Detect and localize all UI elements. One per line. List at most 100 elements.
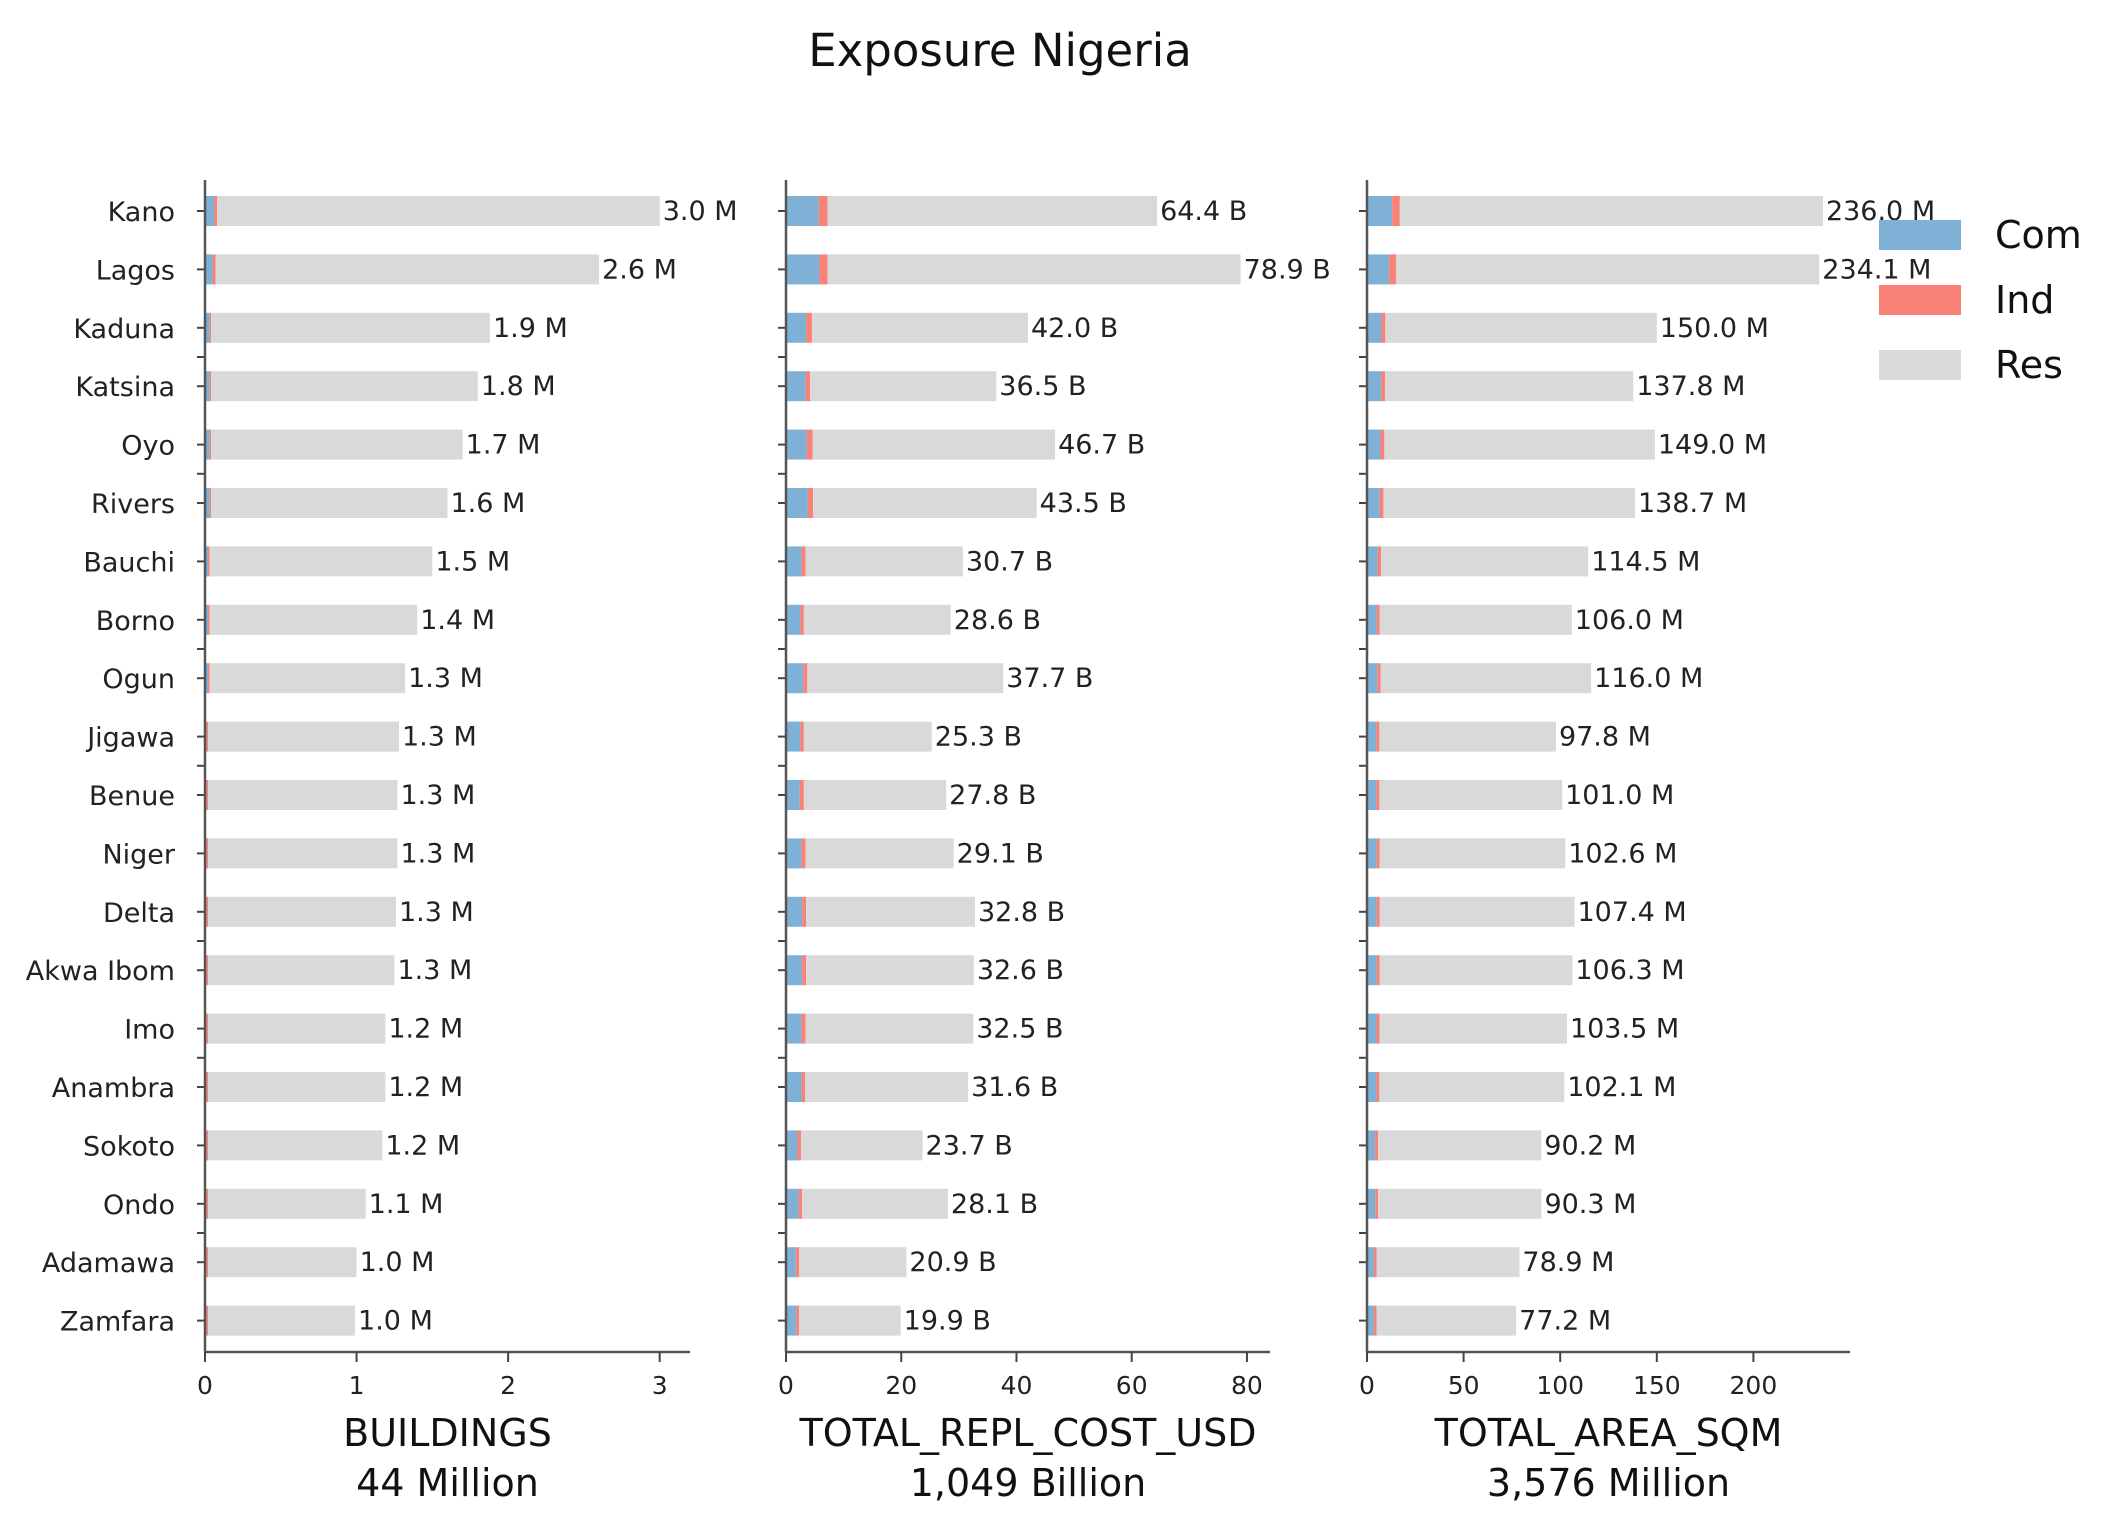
bar-res-benue xyxy=(803,780,947,810)
bar-res-kaduna xyxy=(1385,312,1657,343)
x-axis-label: TOTAL_REPL_COST_USD xyxy=(798,1411,1256,1455)
data-label: 1.4 M xyxy=(420,605,495,636)
bar-ind-ogun xyxy=(803,663,808,694)
data-label: 1.2 M xyxy=(385,1130,460,1161)
category-label: Kano xyxy=(108,197,175,228)
bar-com-imo xyxy=(786,1013,802,1044)
bar-com-zamfara xyxy=(786,1305,797,1336)
data-label: 1.6 M xyxy=(451,488,526,519)
legend-label-res: Res xyxy=(1995,343,2063,387)
data-label: 19.9 B xyxy=(904,1306,991,1337)
category-label: Adamawa xyxy=(42,1248,175,1279)
bar-com-kano xyxy=(1367,196,1393,226)
bar-res-borno xyxy=(803,604,951,635)
data-label: 149.0 M xyxy=(1658,430,1767,461)
chart-panels: 3.0 M Kano 2.6 M Lagos 1.9 M Kaduna 1.8 M Katsi… xyxy=(26,180,1935,1505)
data-label: 3.0 M xyxy=(663,196,738,227)
bar-com-adamawa xyxy=(786,1247,796,1278)
bar-res-katsina xyxy=(810,371,997,402)
bar-com-rivers xyxy=(786,488,808,518)
category-label: Imo xyxy=(124,1015,175,1046)
bar-com-katsina xyxy=(786,371,806,402)
bar-com-bauchi xyxy=(786,546,802,577)
bar-res-benue xyxy=(208,780,398,810)
bar-ind-anambra xyxy=(1376,1072,1380,1102)
x-tick-label: 40 xyxy=(1001,1371,1033,1400)
bar-res-rivers xyxy=(211,488,448,518)
bar-res-ondo xyxy=(1378,1188,1542,1219)
bar-ind-kaduna xyxy=(806,312,812,343)
category-label: Kaduna xyxy=(73,314,175,345)
bar-com-kano xyxy=(786,196,819,226)
data-label: 1.3 M xyxy=(400,838,475,869)
category-label: Oyo xyxy=(121,431,175,462)
bar-ind-ogun xyxy=(208,663,210,694)
x-axis-total: 1,049 Billion xyxy=(910,1461,1147,1505)
bar-ind-kaduna xyxy=(1381,312,1386,343)
bar-res-zamfara xyxy=(1376,1305,1517,1336)
data-label: 1.1 M xyxy=(369,1189,444,1220)
data-label: 234.1 M xyxy=(1822,254,1931,285)
data-label: 90.2 M xyxy=(1544,1130,1636,1161)
bar-res-ogun xyxy=(209,663,406,694)
bar-com-ogun xyxy=(786,663,804,694)
category-label: Niger xyxy=(102,839,175,870)
data-label: 138.7 M xyxy=(1638,488,1747,519)
bar-ind-benue xyxy=(206,780,209,810)
legend-label-ind: Ind xyxy=(1995,278,2054,322)
chart-title: Exposure Nigeria xyxy=(808,24,1192,77)
bar-com-oyo xyxy=(1367,429,1381,460)
bar-ind-katsina xyxy=(805,371,811,402)
bar-ind-bauchi xyxy=(801,546,806,577)
bar-res-akwa-ibom xyxy=(208,955,395,986)
data-label: 150.0 M xyxy=(1660,313,1769,344)
bar-ind-adamawa xyxy=(795,1247,800,1278)
bar-res-sokoto xyxy=(1378,1130,1542,1161)
bar-res-lagos xyxy=(215,254,600,285)
data-label: 102.6 M xyxy=(1568,838,1677,869)
bar-res-borno xyxy=(209,604,418,635)
data-label: 27.8 B xyxy=(949,780,1036,811)
bar-res-jigawa xyxy=(803,721,932,752)
bar-com-niger xyxy=(1367,838,1377,869)
data-label: 114.5 M xyxy=(1591,546,1700,577)
bar-ind-anambra xyxy=(206,1072,209,1102)
x-tick-label: 2 xyxy=(500,1371,516,1400)
data-label: 77.2 M xyxy=(1519,1306,1611,1337)
bar-com-benue xyxy=(786,780,800,810)
bar-res-adamawa xyxy=(208,1247,357,1278)
bar-res-sokoto xyxy=(208,1130,383,1161)
bar-com-bauchi xyxy=(205,546,209,577)
bar-ind-ondo xyxy=(1375,1188,1379,1219)
data-label: 1.0 M xyxy=(358,1306,433,1337)
data-label: 106.0 M xyxy=(1575,605,1684,636)
x-tick-label: 0 xyxy=(1359,1371,1375,1400)
category-label: Bauchi xyxy=(83,547,175,578)
x-tick-label: 200 xyxy=(1730,1371,1778,1400)
data-label: 1.3 M xyxy=(402,722,477,753)
data-label: 29.1 B xyxy=(957,838,1044,869)
bar-res-niger xyxy=(805,838,954,869)
bar-ind-bauchi xyxy=(1377,546,1382,577)
data-label: 101.0 M xyxy=(1565,780,1674,811)
data-label: 1.0 M xyxy=(360,1247,435,1278)
bar-res-benue xyxy=(1379,780,1563,810)
bar-res-ogun xyxy=(807,663,1004,694)
bar-res-borno xyxy=(1379,604,1572,635)
data-label: 1.2 M xyxy=(388,1014,463,1045)
bar-res-ondo xyxy=(208,1188,366,1219)
bar-res-anambra xyxy=(1379,1072,1565,1102)
legend-swatch-com xyxy=(1879,220,1961,250)
bar-ind-akwa-ibom xyxy=(802,955,807,986)
bar-com-kaduna xyxy=(205,312,210,343)
bar-res-sokoto xyxy=(800,1130,923,1161)
bar-res-jigawa xyxy=(1379,721,1556,752)
bar-com-borno xyxy=(205,604,209,635)
data-label: 37.7 B xyxy=(1006,663,1093,694)
bar-ind-lagos xyxy=(819,254,828,285)
bar-ind-borno xyxy=(208,604,210,635)
bar-ind-zamfara xyxy=(206,1305,209,1336)
bar-com-lagos xyxy=(205,254,213,285)
category-label: Akwa Ibom xyxy=(26,956,175,987)
